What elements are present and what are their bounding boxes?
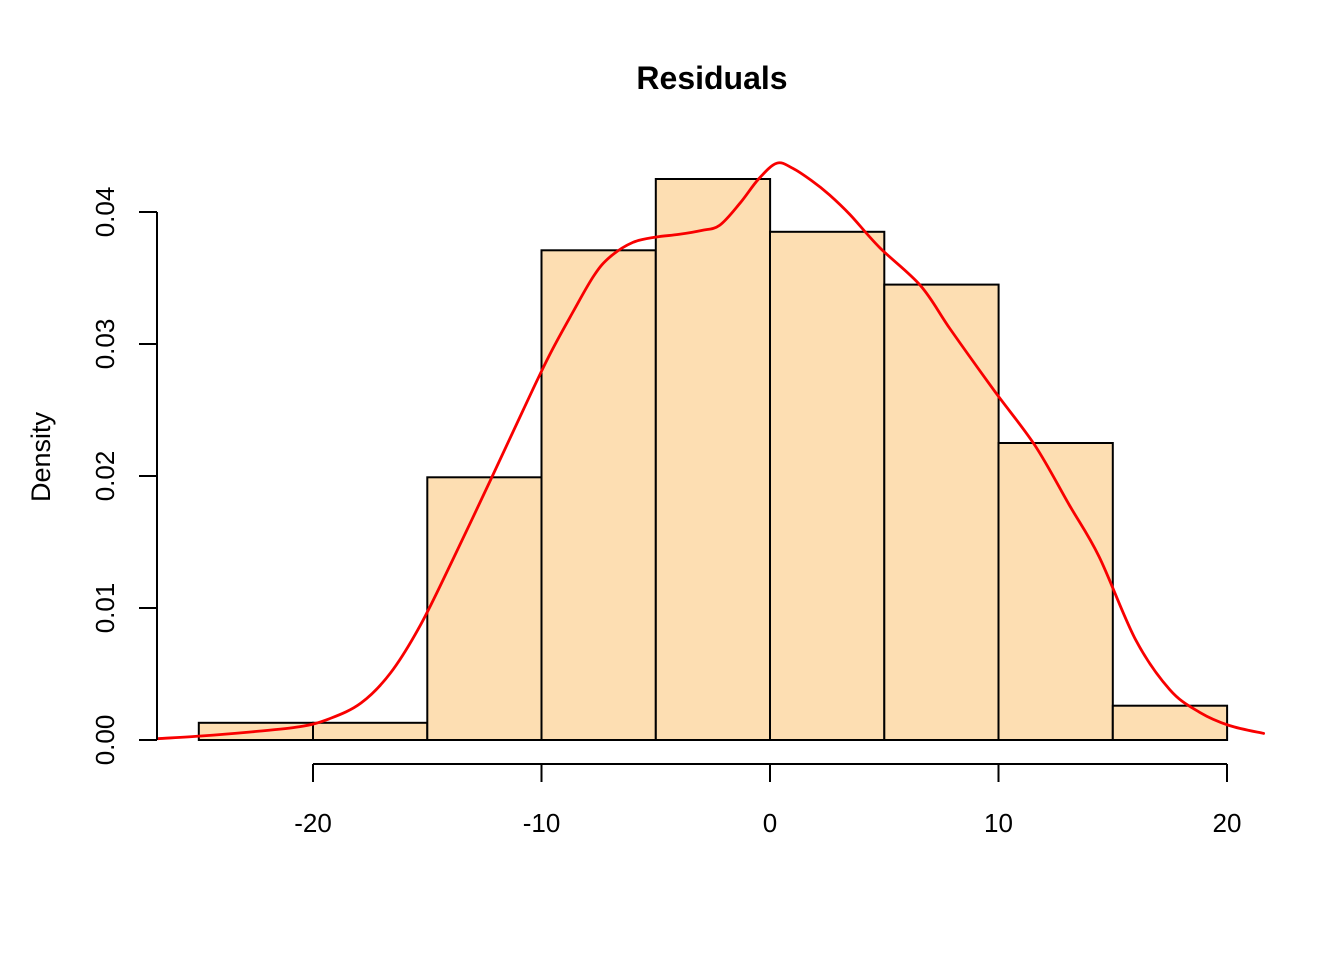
y-axis-tick-label: 0.04 (90, 187, 120, 238)
y-axis-label: Density (26, 411, 56, 502)
histogram-bar (769, 230, 886, 742)
x-axis-tick-label: 20 (1213, 808, 1242, 838)
density-curve (156, 161, 1265, 741)
histogram-bar (426, 476, 543, 741)
density-curve-group (156, 161, 1265, 741)
histogram-bar (540, 249, 657, 742)
chart-title: Residuals (636, 60, 787, 96)
x-axis: -20 -10 0 10 20 (294, 763, 1242, 838)
histogram-bar (1111, 704, 1229, 742)
histogram-bars (197, 178, 1229, 742)
histogram-bar (654, 178, 772, 741)
histogram-bar (997, 442, 1114, 741)
y-axis-tick-label: 0.02 (90, 451, 120, 502)
x-axis-tick-label: 10 (984, 808, 1013, 838)
histogram-bar (312, 721, 429, 741)
histogram-bar (883, 283, 1000, 741)
x-axis-tick-label: -20 (294, 808, 332, 838)
y-axis-tick-label: 0.01 (90, 583, 120, 634)
y-axis: 0.00 0.01 0.02 0.03 0.04 (90, 187, 158, 766)
y-axis-tick-label: 0.03 (90, 319, 120, 370)
x-axis-tick-label: 0 (763, 808, 777, 838)
y-axis-tick-label: 0.00 (90, 715, 120, 766)
x-axis-tick-label: -10 (523, 808, 561, 838)
